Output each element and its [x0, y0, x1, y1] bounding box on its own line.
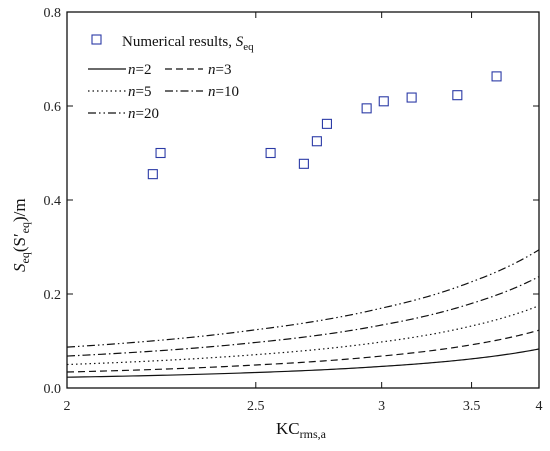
data-point	[491, 71, 502, 82]
x-tick-label: 3	[378, 399, 385, 414]
legend-label-n20: n=20	[128, 106, 159, 122]
legend-label-n3: n=3	[208, 62, 231, 78]
series-line-n3	[66, 329, 540, 373]
x-tick-label: 2	[64, 399, 71, 414]
y-tick-label: 0.4	[44, 194, 62, 209]
data-point	[147, 169, 158, 180]
series-line-n2	[66, 348, 540, 378]
x-axis-title: KCrms,a	[276, 419, 327, 441]
legend-label-n2: n=2	[128, 62, 151, 78]
series-line-n5	[66, 305, 540, 366]
y-tick-label: 0.2	[44, 288, 62, 303]
ticks-layer: 2 2.5 3 3.5 4 0.0 0.2 0.4 0.6 0.8	[44, 6, 543, 414]
x-tick-label: 4	[536, 399, 543, 414]
data-point	[265, 147, 276, 159]
x-tick-label: 3.5	[463, 399, 481, 414]
data-point	[155, 147, 166, 159]
data-point	[298, 158, 309, 169]
series-line-n20	[66, 249, 540, 348]
data-point	[452, 90, 463, 101]
legend: Numerical results, Seq n=2 n=3 n=5 n=10 …	[88, 34, 254, 122]
data-point	[311, 136, 322, 147]
legend-label-numerical: Numerical results, Seq	[122, 34, 254, 53]
y-tick-label: 0.0	[44, 382, 62, 397]
y-tick-label: 0.8	[44, 6, 62, 21]
legend-label-n5: n=5	[128, 84, 151, 100]
data-point	[406, 92, 417, 103]
x-tick-label: 2.5	[247, 399, 265, 414]
series-line-n10	[66, 276, 540, 357]
y-axis-title: Seq(S′eq)/m	[10, 198, 32, 272]
legend-label-n10: n=10	[208, 84, 239, 100]
legend-marker-numerical	[91, 34, 102, 45]
y-tick-label: 0.6	[44, 100, 62, 115]
data-point	[378, 96, 389, 107]
data-point	[321, 118, 332, 129]
lines-layer	[66, 249, 540, 378]
points-layer	[147, 71, 502, 180]
data-point	[361, 103, 372, 114]
